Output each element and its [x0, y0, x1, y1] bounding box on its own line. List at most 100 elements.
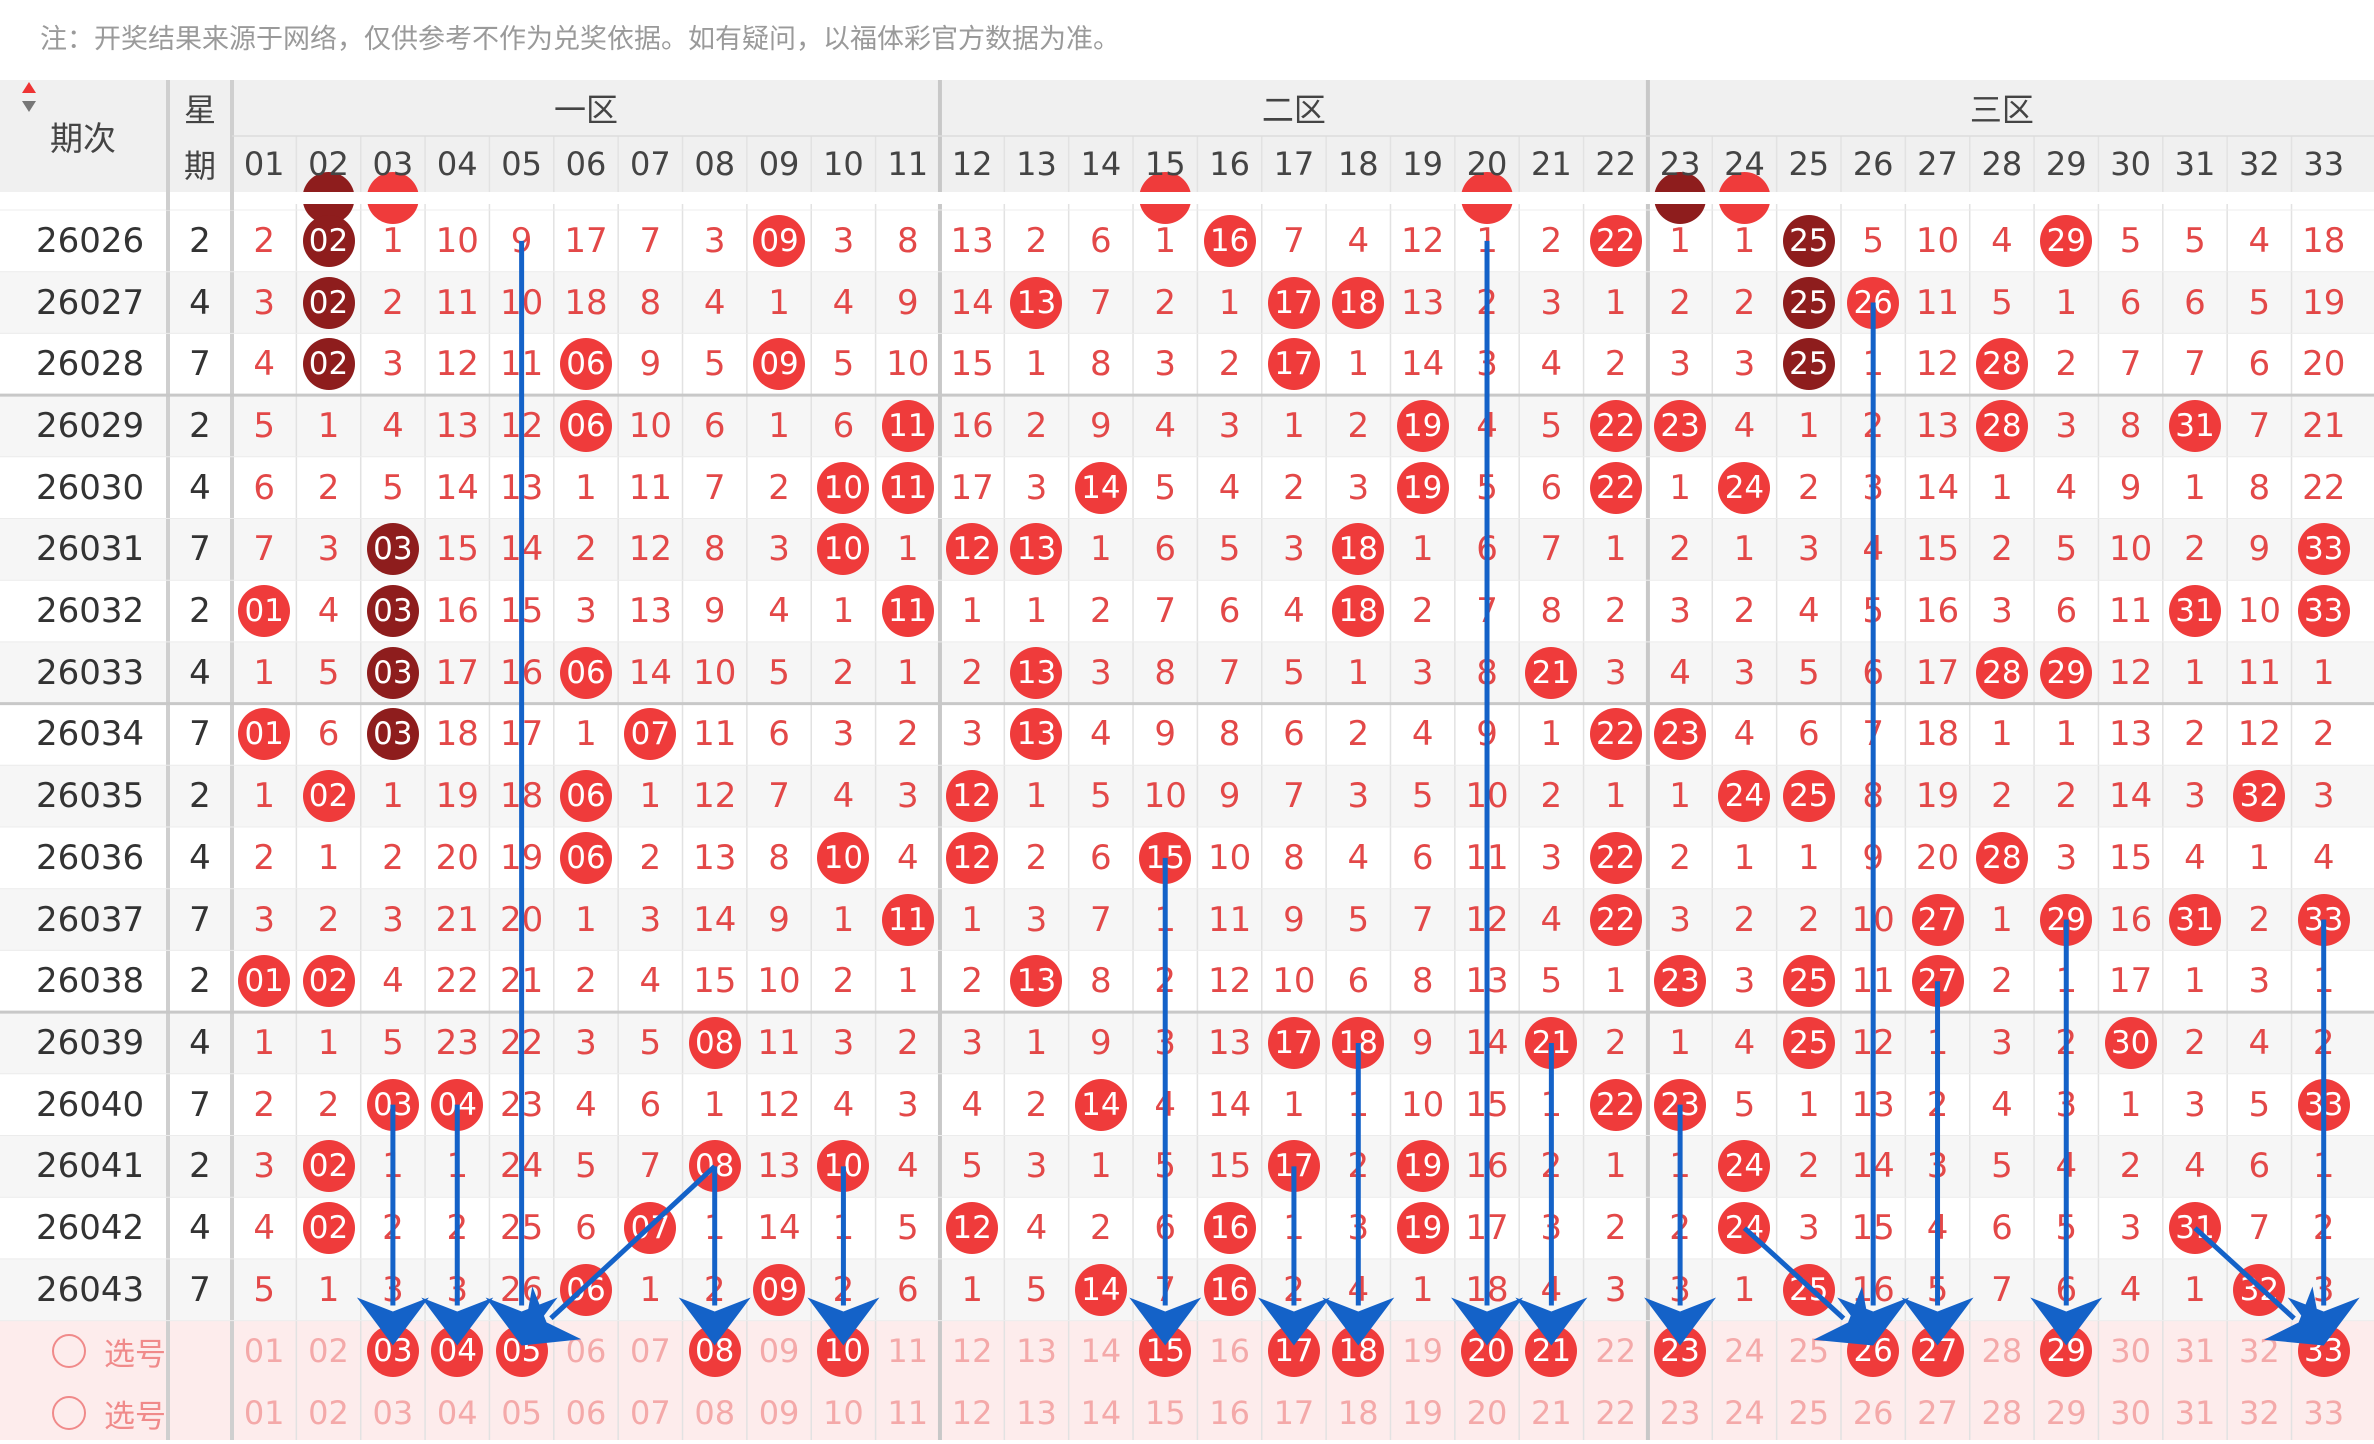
- selected-number-ball[interactable]: 18: [1332, 1325, 1385, 1378]
- pick-number-07[interactable]: 07: [629, 1332, 671, 1371]
- pick-number-14[interactable]: 14: [1080, 1394, 1122, 1433]
- pick-number-24[interactable]: 24: [1724, 1332, 1765, 1371]
- pick-number-17[interactable]: 17: [1262, 1321, 1326, 1383]
- omission-cell: 7: [1991, 1269, 2013, 1310]
- pick-number-28[interactable]: 28: [1981, 1332, 2023, 1371]
- pick-number-25[interactable]: 25: [1788, 1394, 1830, 1433]
- pick-number-17[interactable]: 17: [1273, 1394, 1315, 1433]
- selected-number-ball[interactable]: 33: [2297, 1325, 2350, 1378]
- pick-number-02[interactable]: 02: [308, 1394, 349, 1433]
- pick-number-20[interactable]: 20: [1466, 1394, 1508, 1433]
- pick-number-16[interactable]: 16: [1209, 1394, 1250, 1433]
- pick-number-31[interactable]: 31: [2174, 1332, 2216, 1371]
- pick-number-27[interactable]: 27: [1905, 1321, 1969, 1383]
- pick-number-20[interactable]: 20: [1455, 1321, 1519, 1383]
- pick-number-22[interactable]: 22: [1595, 1394, 1637, 1433]
- pick-number-02[interactable]: 02: [308, 1332, 349, 1371]
- pick-number-08[interactable]: 08: [683, 1321, 747, 1383]
- omission-cell: 2: [1926, 1084, 1949, 1125]
- pick-number-32[interactable]: 32: [2238, 1332, 2280, 1371]
- radio-icon[interactable]: [52, 1396, 86, 1431]
- pick-number-11[interactable]: 11: [887, 1332, 929, 1371]
- omission-cell: 4: [2312, 837, 2335, 878]
- pick-number-24[interactable]: 24: [1724, 1394, 1765, 1433]
- selected-number-ball[interactable]: 29: [2040, 1325, 2093, 1378]
- pick-number-32[interactable]: 32: [2238, 1394, 2280, 1433]
- pick-number-04[interactable]: 04: [436, 1394, 478, 1433]
- pick-number-18[interactable]: 18: [1337, 1394, 1379, 1433]
- pick-number-27[interactable]: 27: [1917, 1394, 1958, 1433]
- omission-cell: 12: [1851, 1022, 1895, 1063]
- selected-number-ball[interactable]: 08: [688, 1325, 741, 1378]
- omission-cell: 2: [832, 961, 855, 1002]
- pick-number-13[interactable]: 13: [1016, 1394, 1057, 1433]
- omission-cell: 2: [317, 1084, 340, 1125]
- pick-number-06[interactable]: 06: [565, 1394, 607, 1433]
- selected-number-ball[interactable]: 15: [1139, 1325, 1192, 1378]
- pick-number-23[interactable]: 23: [1648, 1321, 1712, 1383]
- pick-number-10[interactable]: 10: [823, 1394, 864, 1433]
- omission-cell: 9: [2119, 467, 2142, 508]
- pick-number-07[interactable]: 07: [629, 1394, 671, 1433]
- winning-number-ball: 03: [366, 523, 419, 576]
- pick-number-12[interactable]: 12: [951, 1394, 993, 1433]
- selected-number-ball[interactable]: 03: [366, 1325, 419, 1378]
- pick-number-28[interactable]: 28: [1981, 1394, 2023, 1433]
- pick-number-25[interactable]: 25: [1788, 1332, 1830, 1371]
- pick-number-03[interactable]: 03: [372, 1394, 414, 1433]
- pick-number-18[interactable]: 18: [1326, 1321, 1390, 1383]
- pick-number-21[interactable]: 21: [1531, 1394, 1572, 1433]
- pick-number-10[interactable]: 10: [811, 1321, 875, 1383]
- pick-number-23[interactable]: 23: [1659, 1394, 1701, 1433]
- pick-number-04[interactable]: 04: [425, 1321, 489, 1383]
- pick-number-33[interactable]: 33: [2303, 1394, 2345, 1433]
- selected-number-ball[interactable]: 27: [1911, 1325, 1964, 1378]
- pick-number-05[interactable]: 05: [489, 1321, 553, 1383]
- pick-number-19[interactable]: 19: [1402, 1332, 1443, 1371]
- pick-number-30[interactable]: 30: [2110, 1332, 2151, 1371]
- selected-number-ball[interactable]: 17: [1267, 1325, 1320, 1378]
- omission-cell: 4: [253, 344, 275, 385]
- pick-number-29[interactable]: 29: [2034, 1321, 2098, 1383]
- omission-cell: 13: [1915, 405, 1960, 446]
- pick-number-31[interactable]: 31: [2174, 1394, 2216, 1433]
- pick-number-01[interactable]: 01: [243, 1394, 285, 1433]
- pick-number-33[interactable]: 33: [2292, 1321, 2356, 1383]
- pick-number-12[interactable]: 12: [951, 1332, 993, 1371]
- selected-number-ball[interactable]: 26: [1847, 1325, 1900, 1378]
- pick-number-30[interactable]: 30: [2110, 1394, 2151, 1433]
- pick-number-19[interactable]: 19: [1402, 1394, 1443, 1433]
- pick-number-06[interactable]: 06: [565, 1332, 607, 1371]
- drawn-ball-cell: 02: [296, 1136, 360, 1198]
- pick-number-14[interactable]: 14: [1080, 1332, 1122, 1371]
- pick-number-15[interactable]: 15: [1144, 1394, 1186, 1433]
- pick-number-05[interactable]: 05: [501, 1394, 542, 1433]
- selected-number-ball[interactable]: 20: [1461, 1325, 1513, 1378]
- drawn-ball-cell: 31: [2163, 395, 2227, 457]
- pick-number-16[interactable]: 16: [1209, 1332, 1250, 1371]
- pick-number-11[interactable]: 11: [887, 1394, 929, 1433]
- pick-number-21[interactable]: 21: [1519, 1321, 1583, 1383]
- pick-number-01[interactable]: 01: [243, 1332, 285, 1371]
- pick-number-08[interactable]: 08: [694, 1394, 736, 1433]
- selected-number-ball[interactable]: 21: [1525, 1325, 1578, 1378]
- radio-icon[interactable]: [52, 1334, 86, 1369]
- selected-number-ball[interactable]: 10: [817, 1325, 870, 1378]
- pick-number-22[interactable]: 22: [1595, 1332, 1637, 1371]
- pick-number-29[interactable]: 29: [2045, 1394, 2087, 1433]
- pick-number-09[interactable]: 09: [758, 1332, 800, 1371]
- omission-cell: 2: [382, 282, 404, 323]
- selected-number-ball[interactable]: 04: [431, 1325, 484, 1378]
- pick-number-09[interactable]: 09: [758, 1394, 800, 1433]
- pick-number-26[interactable]: 26: [1841, 1321, 1905, 1383]
- pick-number-03[interactable]: 03: [361, 1321, 425, 1383]
- selected-number-ball[interactable]: 23: [1654, 1325, 1707, 1378]
- pick-row-label[interactable]: 选号: [0, 1321, 232, 1383]
- pick-row-label[interactable]: 选号: [0, 1382, 232, 1444]
- selected-number-ball[interactable]: 05: [495, 1325, 548, 1378]
- pick-number-26[interactable]: 26: [1852, 1394, 1894, 1433]
- omission-cell: 4: [1733, 1022, 1756, 1063]
- pick-number-13[interactable]: 13: [1016, 1332, 1057, 1371]
- issue-header[interactable]: 期次: [20, 80, 150, 192]
- pick-number-15[interactable]: 15: [1133, 1321, 1197, 1383]
